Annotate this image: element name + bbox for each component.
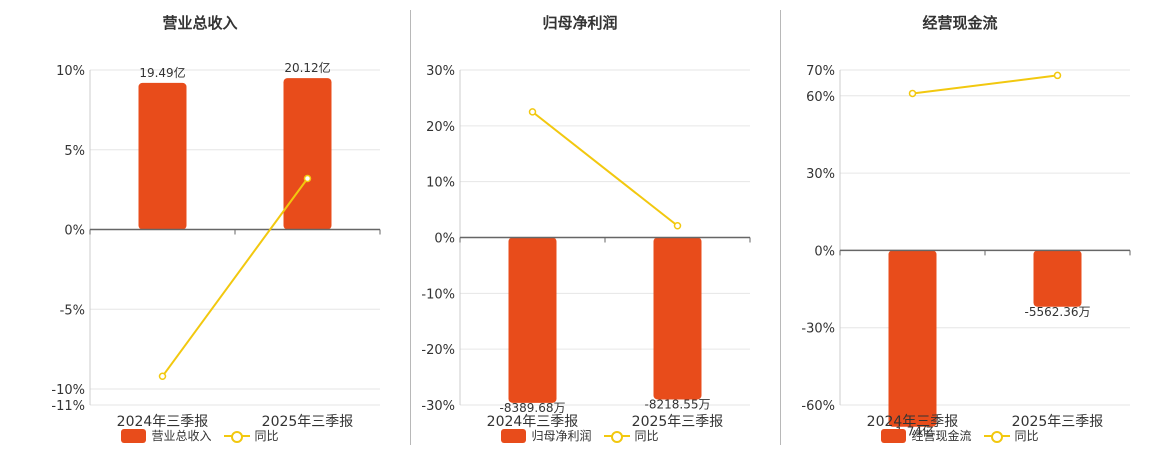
y-tick-label: -10% (421, 287, 455, 302)
y-tick-label: 20% (426, 120, 455, 135)
legend-bar-swatch (121, 428, 147, 443)
panel-divider (410, 10, 411, 445)
chart-panel-revenue: 营业总收入 10% 5% 0% -5% -10% -11% 19.49亿 20.12亿 2024… (0, 0, 400, 450)
legend-bar-label: 营业总收入 (151, 429, 212, 443)
y-tick-label: 30% (426, 64, 455, 79)
bar-value-label: -8389.68万 (500, 401, 566, 415)
y-tick-label: 10% (56, 64, 85, 79)
bar-value-label: -5562.36万 (1025, 305, 1091, 319)
bar (653, 237, 702, 400)
y-tick-label: 30% (806, 167, 835, 182)
y-tick-label: 10% (426, 176, 455, 191)
bar (508, 237, 557, 403)
y-tick-label: -20% (421, 343, 455, 358)
chart-panel-cash-flow: 经营现金流 70% 60% 30% 0% -30% -60% -1.74亿 -5562.36万… (760, 0, 1160, 450)
bar (888, 250, 937, 427)
y-tick-label: 0% (64, 224, 85, 239)
legend-bar-label: 归母净利润 (531, 429, 592, 443)
legend-bar-label: 经营现金流 (911, 429, 972, 443)
legend-line-label: 同比 (634, 429, 659, 443)
y-tick-label: 0% (814, 244, 835, 259)
legend-item-line[interactable]: 同比 (603, 427, 659, 444)
chart-title: 营业总收入 (162, 14, 238, 32)
yoy-line (161, 177, 309, 377)
chart-panel-net-profit: 归母净利润 30% 20% 10% 0% -10% -20% -30% -8389.68万 -8… (380, 0, 780, 450)
chart-plot-net-profit: 30% 20% 10% 0% -10% -20% -30% -8389.68万 -8218.55… (421, 64, 751, 430)
y-tick-label: -5% (60, 303, 85, 318)
y-tick-label: 60% (806, 90, 835, 105)
chart-plot-cash-flow: 70%60%30%0%-30%-60%-1.74亿-5562.36万2024年三… (801, 64, 1131, 439)
bar-value-label: 19.49亿 (139, 65, 185, 80)
y-tick-label: -30% (421, 399, 455, 414)
y-tick-label: 70% (806, 64, 835, 79)
x-tick-label: 2024年三季报 (867, 414, 959, 430)
x-tick-label: 2025年三季报 (1012, 414, 1104, 430)
legend-line-marker (223, 429, 250, 443)
bar (138, 82, 187, 230)
legend-item-bar[interactable]: 经营现金流 (881, 427, 972, 444)
x-tick-label: 2024年三季报 (117, 414, 209, 430)
yoy-point (303, 174, 312, 183)
y-tick-label: -11% (51, 399, 85, 414)
chart-legend: 经营现金流 同比 (760, 427, 1160, 444)
x-tick-label: 2025年三季报 (262, 414, 354, 430)
bar (1033, 250, 1082, 307)
legend-line-marker (603, 429, 630, 443)
y-tick-label: -30% (801, 322, 835, 337)
legend-bar-swatch (501, 428, 527, 443)
legend-line-label: 同比 (1014, 429, 1039, 443)
x-tick-label: 2024年三季报 (487, 414, 579, 430)
legend-line-label: 同比 (254, 429, 279, 443)
bar (283, 78, 332, 230)
chart-title: 归母净利润 (542, 14, 618, 32)
yoy-point (528, 108, 537, 116)
chart-legend: 营业总收入 同比 (0, 427, 400, 444)
y-tick-label: 0% (434, 232, 455, 247)
chart-title: 经营现金流 (922, 14, 998, 32)
x-tick-label: 2025年三季报 (632, 414, 724, 430)
bar-value-label: -8218.55万 (645, 397, 711, 411)
bar-value-label: 20.12亿 (284, 60, 330, 75)
legend-item-bar[interactable]: 营业总收入 (121, 427, 212, 444)
legend-bar-swatch (881, 428, 907, 443)
yoy-point (908, 89, 917, 98)
chart-legend: 归母净利润 同比 (380, 427, 780, 444)
legend-line-marker (983, 429, 1010, 443)
yoy-line (912, 74, 1058, 95)
yoy-point (158, 372, 167, 381)
y-tick-label: -60% (801, 399, 835, 414)
chart-plot-revenue: 10% 5% 0% -5% -10%-11% 19.49亿 20.12亿 2024年三季报 20… (51, 60, 381, 430)
y-tick-label: 5% (64, 144, 85, 159)
panel-divider (780, 10, 781, 445)
legend-item-line[interactable]: 同比 (223, 427, 279, 444)
yoy-point (673, 222, 682, 230)
yoy-line (531, 111, 679, 227)
legend-item-bar[interactable]: 归母净利润 (501, 427, 592, 444)
yoy-point (1053, 71, 1062, 80)
y-tick-label: -10% (51, 383, 85, 398)
legend-item-line[interactable]: 同比 (983, 427, 1039, 444)
